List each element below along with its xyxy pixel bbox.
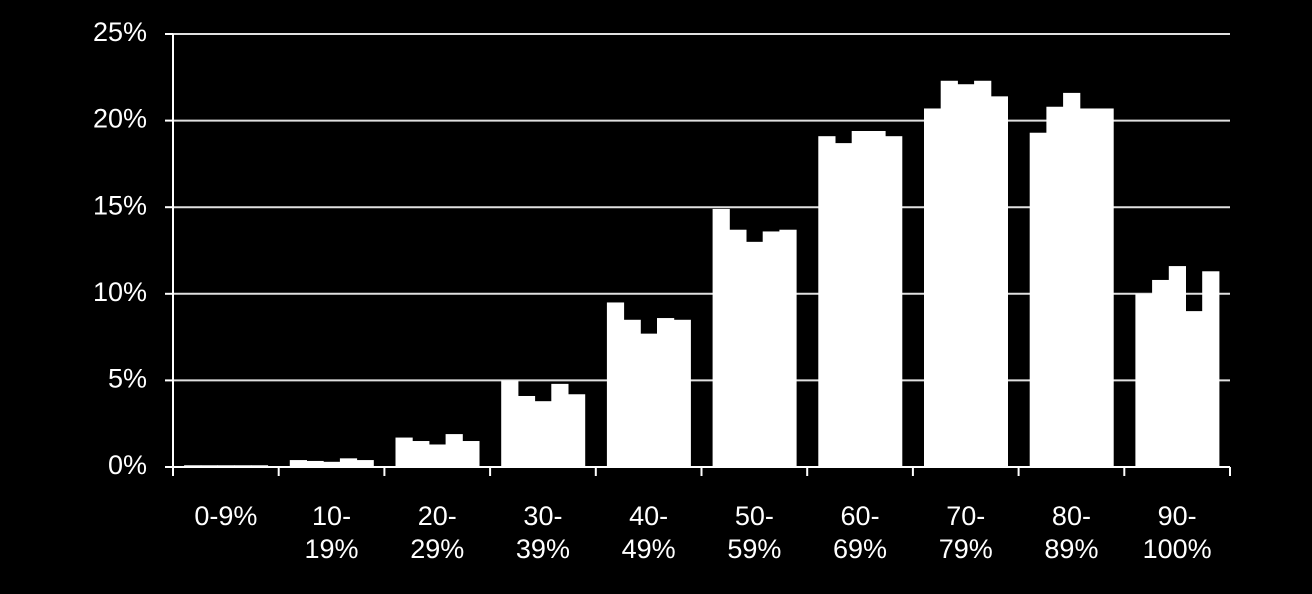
x-tick-label: 40- 49% — [621, 501, 676, 564]
bar — [868, 130, 886, 467]
x-tick-label: 30- 39% — [515, 501, 570, 564]
bar — [445, 434, 463, 467]
bar — [339, 458, 358, 467]
y-tick-label: 15% — [93, 190, 147, 220]
x-tick-label: 20- 29% — [410, 501, 465, 564]
bar — [1202, 271, 1220, 467]
bar — [623, 319, 641, 467]
x-tick-label: 60- 69% — [833, 501, 888, 564]
bar — [306, 460, 324, 467]
bar — [940, 80, 958, 467]
bar — [1063, 92, 1081, 467]
bar — [462, 441, 480, 467]
x-tick-label: 70- 79% — [938, 501, 993, 564]
bar — [1096, 108, 1114, 467]
y-tick-label: 0% — [108, 450, 147, 480]
bar — [745, 241, 764, 467]
bar — [289, 460, 307, 467]
bar — [234, 465, 252, 467]
bar — [412, 441, 430, 467]
bar — [851, 130, 869, 467]
bar — [1152, 279, 1170, 467]
bar — [395, 437, 413, 467]
bar — [323, 461, 341, 467]
bar — [779, 229, 797, 467]
bar — [640, 333, 658, 467]
x-tick-label: 50- 59% — [727, 501, 782, 564]
bar — [673, 319, 691, 467]
y-tick-label: 10% — [93, 277, 147, 307]
bar — [762, 231, 780, 467]
y-tick-label: 25% — [93, 17, 147, 47]
bar — [551, 383, 569, 467]
bar — [606, 302, 625, 467]
bar — [534, 401, 552, 467]
bar — [990, 96, 1009, 468]
x-tick-label: 90- 100% — [1142, 501, 1212, 564]
bar — [250, 465, 269, 467]
bar — [1079, 108, 1098, 467]
bar — [1135, 293, 1153, 467]
bar — [184, 465, 202, 467]
bar — [217, 465, 235, 467]
bar — [657, 318, 675, 467]
bar — [885, 136, 903, 468]
bar — [517, 395, 536, 467]
bar — [1046, 106, 1064, 467]
bar — [729, 229, 747, 467]
y-tick-label: 5% — [108, 364, 147, 394]
bar — [957, 84, 975, 467]
bar — [501, 380, 519, 467]
x-tick-label: 10- 19% — [304, 501, 359, 564]
bar — [923, 108, 942, 467]
bar — [712, 208, 730, 467]
bar — [356, 460, 374, 467]
bar — [428, 444, 447, 467]
bar — [834, 143, 853, 467]
bar — [818, 136, 836, 468]
y-tick-label: 20% — [93, 104, 147, 134]
bar — [1029, 132, 1047, 467]
bar — [568, 394, 586, 467]
bar — [200, 465, 218, 467]
x-tick-label: 80- 89% — [1044, 501, 1099, 564]
x-tick-label: 0-9% — [194, 501, 258, 531]
bar — [974, 80, 992, 467]
bar — [1185, 311, 1203, 467]
bar — [1168, 266, 1187, 467]
